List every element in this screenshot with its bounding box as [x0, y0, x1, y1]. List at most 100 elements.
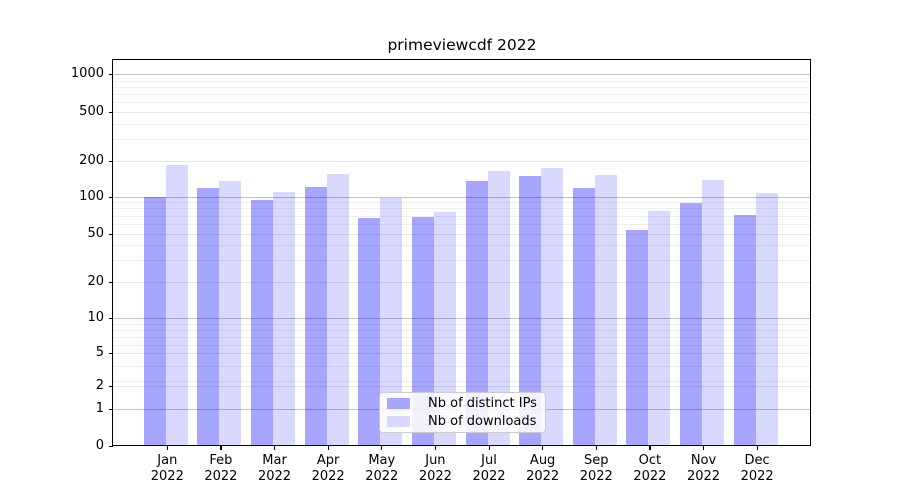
- x-tick-label: Sep 2022: [579, 452, 613, 485]
- bar-distinct-ips-mar: [251, 199, 274, 445]
- bar-downloads-apr: [326, 174, 349, 445]
- y-tick-label: 1: [95, 401, 104, 416]
- y-tick-label: 2: [95, 377, 104, 393]
- legend-label: Nb of distinct IPs: [428, 396, 537, 412]
- y-tick-mark: [109, 160, 113, 162]
- minor-gridline: [113, 102, 811, 104]
- x-tick-mark: [327, 446, 329, 450]
- y-tick-label: 1000: [70, 66, 104, 81]
- legend-item: Nb of distinct IPs: [387, 395, 537, 413]
- bar-downloads-feb: [219, 180, 242, 445]
- x-tick-label: May 2022: [365, 452, 399, 485]
- x-tick-mark: [381, 446, 383, 450]
- bar-downloads-jun: [433, 211, 456, 445]
- minor-gridline: [113, 81, 811, 82]
- x-tick-label: Mar 2022: [257, 452, 292, 485]
- minor-gridline: [113, 202, 811, 204]
- y-tick-label: 10: [87, 309, 104, 325]
- minor-gridline: [113, 223, 811, 225]
- minor-gridline: [113, 245, 811, 246]
- major-gridline: [113, 196, 811, 198]
- y-tick-label: 0: [95, 437, 104, 453]
- y-tick-label: 5: [95, 344, 104, 360]
- plot-area-border: [112, 58, 811, 446]
- bar-distinct-ips-jul: [465, 181, 488, 445]
- x-tick-label: Jul 2022: [472, 452, 506, 485]
- major-gridline: [113, 160, 811, 162]
- bar-downloads-may: [380, 197, 403, 445]
- x-tick-mark: [703, 446, 705, 450]
- x-tick-mark: [434, 446, 437, 450]
- x-tick-mark: [649, 446, 651, 450]
- minor-gridline: [113, 94, 811, 96]
- x-tick-label: Aug 2022: [526, 452, 560, 485]
- y-tick-label: 50: [87, 225, 104, 241]
- bar-downloads-mar: [273, 192, 296, 445]
- y-tick-mark: [109, 111, 113, 113]
- bar-downloads-sep: [594, 174, 617, 445]
- y-tick-label: 20: [87, 273, 104, 289]
- bar-distinct-ips-nov: [680, 202, 702, 445]
- bar-distinct-ips-jan: [143, 196, 166, 445]
- legend-label: Nb of downloads: [428, 413, 537, 429]
- y-tick-mark: [109, 352, 113, 354]
- bar-distinct-ips-dec: [733, 214, 756, 445]
- minor-gridline: [113, 123, 811, 125]
- bar-downloads-jan: [165, 164, 188, 445]
- major-gridline: [113, 352, 811, 354]
- legend-item: Nb of downloads: [387, 413, 537, 431]
- bar-distinct-ips-oct: [626, 230, 649, 445]
- bar-distinct-ips-may: [358, 217, 381, 445]
- bar-distinct-ips-feb: [197, 188, 220, 445]
- x-tick-label: Jan 2022: [150, 452, 184, 485]
- bar-distinct-ips-aug: [519, 175, 542, 445]
- x-tick-label: Dec 2022: [740, 452, 774, 485]
- y-tick-mark: [109, 281, 113, 283]
- x-tick-mark: [220, 446, 222, 450]
- minor-gridline: [113, 260, 811, 262]
- bar-downloads-dec: [755, 192, 778, 445]
- y-tick-label: 200: [79, 152, 104, 168]
- major-gridline: [113, 111, 811, 113]
- bar-distinct-ips-apr: [304, 186, 327, 445]
- x-tick-mark: [488, 446, 490, 450]
- bar-distinct-ips-sep: [572, 187, 595, 445]
- major-gridline: [113, 233, 811, 235]
- minor-gridline: [113, 87, 811, 89]
- legend-swatch-downloads: [387, 415, 410, 427]
- y-tick-mark: [109, 409, 113, 411]
- y-tick-mark: [109, 74, 113, 76]
- x-tick-label: Jun 2022: [418, 452, 452, 485]
- y-tick-label: 500: [79, 103, 104, 119]
- legend: Nb of distinct IPs Nb of downloads: [379, 392, 546, 433]
- y-tick-mark: [109, 233, 113, 235]
- y-tick-label: 100: [79, 188, 104, 204]
- x-tick-label: Apr 2022: [311, 452, 345, 485]
- minor-gridline: [113, 208, 811, 210]
- chart-title: primeviewcdf 2022: [387, 36, 537, 54]
- minor-gridline: [113, 215, 811, 217]
- x-tick-label: Feb 2022: [204, 452, 238, 485]
- major-gridline: [113, 317, 811, 319]
- minor-gridline: [113, 329, 811, 331]
- major-gridline: [113, 281, 811, 283]
- y-tick-mark: [109, 196, 113, 198]
- x-tick-label: Nov 2022: [686, 452, 721, 485]
- x-tick-label: Oct 2022: [633, 452, 667, 485]
- y-tick-mark: [109, 317, 113, 319]
- major-gridline: [113, 74, 811, 75]
- minor-gridline: [113, 336, 811, 338]
- bar-downloads-jul: [487, 170, 510, 445]
- bar-downloads-nov: [702, 180, 724, 445]
- bar-distinct-ips-jun: [411, 217, 434, 445]
- minor-gridline: [113, 138, 811, 140]
- legend-swatch-distinct-ips: [387, 398, 410, 410]
- x-tick-mark: [595, 446, 597, 450]
- minor-gridline: [113, 323, 811, 325]
- major-gridline: [113, 385, 811, 387]
- x-tick-mark: [542, 446, 544, 450]
- y-tick-mark: [109, 445, 113, 447]
- x-tick-mark: [274, 446, 276, 450]
- x-tick-mark: [166, 446, 168, 450]
